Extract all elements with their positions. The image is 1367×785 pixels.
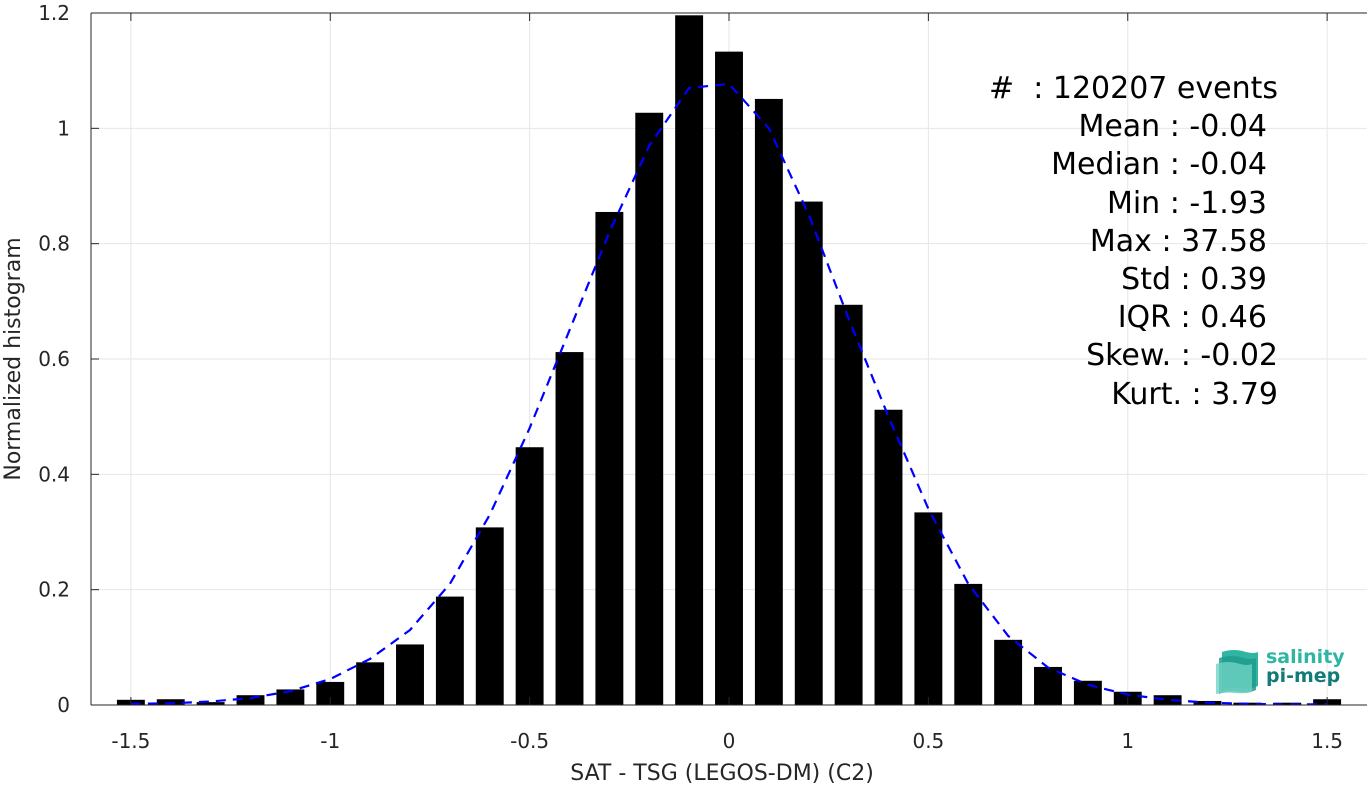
histogram-bar	[635, 112, 664, 706]
stat-kurt: Kurt. : 3.79	[1111, 376, 1278, 412]
histogram-bar	[555, 352, 584, 705]
salinity-pi-mep-logo: salinity pi-mep	[1216, 644, 1346, 694]
histogram-bar	[914, 512, 943, 705]
histogram-bar	[156, 699, 185, 705]
y-axis-label: Normalized histogram	[1, 237, 26, 480]
fit-curve	[130, 82, 1328, 706]
x-tick-label: -1.5	[111, 729, 150, 753]
stat-mean: Mean : -0.04	[1078, 109, 1267, 145]
y-tick-label: 1	[57, 116, 70, 140]
logo-line2: pi-mep	[1266, 665, 1341, 687]
histogram-bar	[675, 15, 704, 706]
histogram-bar	[954, 583, 983, 705]
x-tick-label: 1	[1121, 729, 1134, 753]
stat-max: Max : 37.58	[1089, 223, 1267, 259]
x-axis-label: SAT - TSG (LEGOS-DM) (C2)	[570, 761, 874, 785]
stat-skew: Skew. : -0.02	[1086, 338, 1278, 374]
histogram-bar	[236, 695, 265, 705]
stat-std: Std : 0.39	[1121, 262, 1267, 298]
axes	[90, 12, 1367, 706]
histogram-bar	[754, 98, 783, 705]
histogram-bar	[435, 596, 464, 705]
stat-events: # : 120207 events	[989, 71, 1278, 106]
histogram-bar	[356, 662, 385, 705]
histogram-bar	[794, 201, 823, 705]
x-tick-label: 0	[723, 729, 736, 753]
stat-median: Median : -0.04	[1051, 147, 1267, 183]
histogram-bar	[834, 304, 863, 705]
x-tick-label: 1.5	[1311, 729, 1343, 753]
y-tick-label: 0.4	[38, 462, 70, 486]
stat-iqr: IQR : 0.46	[1117, 300, 1267, 336]
histogram-bar	[475, 527, 504, 705]
histogram-bar	[595, 211, 624, 705]
statistics-panel: # : 120207 events Mean : -0.04 Median : …	[989, 70, 1278, 414]
histogram-bar	[396, 644, 424, 705]
logo-line1: salinity	[1266, 646, 1345, 668]
histogram-bar	[994, 639, 1023, 705]
bars	[116, 15, 1342, 706]
y-tick-label: 1.2	[38, 1, 70, 25]
x-tick-label: -0.5	[510, 729, 549, 753]
fit-line	[130, 82, 1328, 706]
histogram-bar	[316, 681, 345, 705]
histogram-bar	[196, 702, 225, 705]
y-tick-label: 0	[57, 693, 70, 717]
stat-min: Min : -1.93	[1106, 185, 1267, 221]
logo-wave-icon	[1216, 650, 1258, 694]
histogram-bar	[715, 51, 743, 706]
histogram-bar	[1034, 666, 1062, 705]
histogram-bar	[515, 447, 544, 705]
x-tick-label: 0.5	[912, 729, 944, 753]
histogram-bar	[1153, 695, 1182, 705]
tick-labels: -1.5 -1 -0.5 0 0.5 1 1.5 0 0.2 0.4 0.6 0.8 1 1.2	[38, 1, 1343, 753]
x-tick-label: -1	[320, 729, 340, 753]
y-tick-label: 0.2	[38, 578, 70, 602]
y-tick-label: 0.8	[38, 232, 70, 256]
histogram-bar	[1273, 702, 1302, 705]
histogram-bar	[874, 409, 903, 705]
y-tick-label: 0.6	[38, 347, 70, 371]
